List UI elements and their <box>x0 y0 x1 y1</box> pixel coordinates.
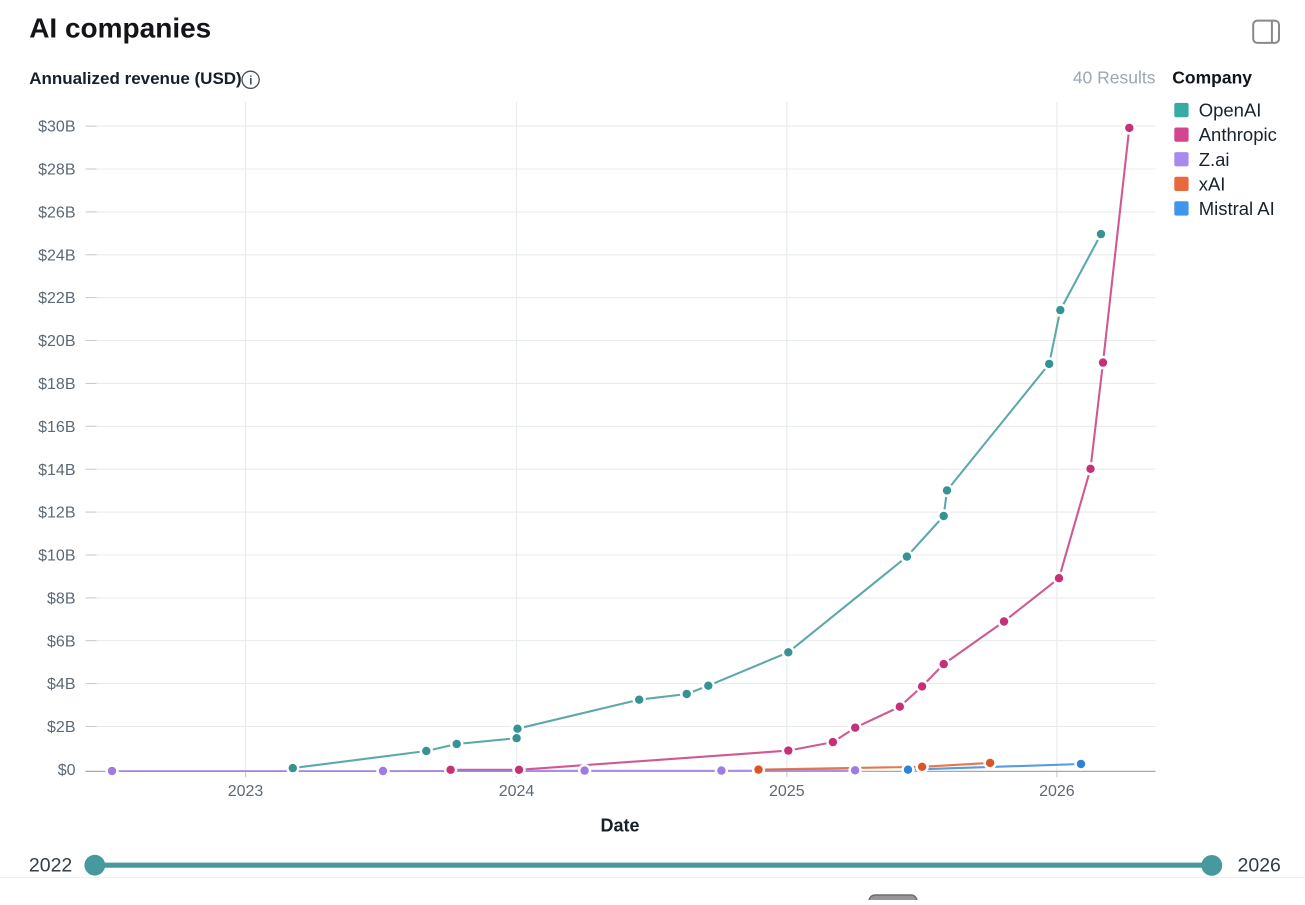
svg-text:xAI: xAI <box>1199 173 1226 194</box>
svg-text:Mistral AI: Mistral AI <box>1199 198 1275 219</box>
svg-text:$12B: $12B <box>38 505 75 522</box>
svg-text:OpenAI: OpenAI <box>1199 100 1262 121</box>
svg-text:2025: 2025 <box>769 783 805 800</box>
svg-text:$26B: $26B <box>38 205 75 222</box>
svg-text:2022: 2022 <box>29 855 72 877</box>
svg-text:AI companies: AI companies <box>29 12 211 43</box>
svg-text:2026: 2026 <box>1238 855 1281 877</box>
svg-text:$4B: $4B <box>47 676 75 693</box>
svg-text:Annualized revenue (USD): Annualized revenue (USD) <box>29 69 242 88</box>
svg-text:Date: Date <box>600 816 639 836</box>
svg-text:40 Results: 40 Results <box>1073 68 1156 88</box>
svg-text:$8B: $8B <box>47 591 75 608</box>
svg-text:$0: $0 <box>58 762 76 779</box>
svg-text:$2B: $2B <box>47 719 75 736</box>
svg-text:$10B: $10B <box>38 548 75 565</box>
svg-text:Z.ai: Z.ai <box>1199 149 1230 170</box>
svg-text:$24B: $24B <box>38 247 75 264</box>
svg-text:Anthropic: Anthropic <box>1199 124 1277 145</box>
svg-text:$22B: $22B <box>38 290 75 307</box>
svg-text:$16B: $16B <box>38 419 75 436</box>
svg-text:2026: 2026 <box>1039 783 1075 800</box>
svg-text:$14B: $14B <box>38 462 75 479</box>
svg-text:$18B: $18B <box>38 376 75 393</box>
svg-text:$6B: $6B <box>47 633 75 650</box>
svg-text:$30B: $30B <box>38 119 75 136</box>
svg-text:2023: 2023 <box>228 783 264 800</box>
svg-text:2024: 2024 <box>499 783 535 800</box>
svg-text:$20B: $20B <box>38 333 75 350</box>
svg-text:i: i <box>249 73 252 87</box>
svg-text:$28B: $28B <box>38 162 75 179</box>
svg-text:Company: Company <box>1172 68 1252 88</box>
